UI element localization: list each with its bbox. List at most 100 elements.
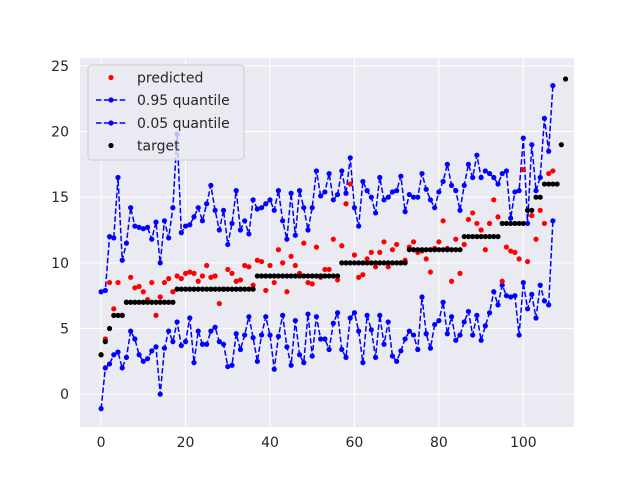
data-point-0-05-quantile bbox=[216, 339, 222, 345]
data-point-0-95-quantile bbox=[415, 194, 421, 200]
data-point-0-95-quantile bbox=[98, 289, 104, 295]
data-point-0-95-quantile bbox=[465, 161, 472, 167]
data-point-predicted bbox=[470, 210, 476, 216]
data-point-predicted bbox=[216, 300, 222, 307]
data-point-predicted bbox=[448, 278, 455, 284]
data-point-predicted bbox=[339, 243, 345, 249]
data-point-target bbox=[410, 247, 417, 253]
data-point-0-05-quantile bbox=[524, 306, 531, 312]
data-point-0-05-quantile bbox=[448, 314, 455, 320]
data-point-0-95-quantile bbox=[444, 161, 450, 167]
data-point-predicted bbox=[284, 289, 290, 295]
data-point-0-95-quantile bbox=[334, 191, 341, 198]
y-tick-label: 0 bbox=[60, 387, 69, 403]
data-point-predicted bbox=[389, 247, 396, 253]
data-point-0-95-quantile bbox=[288, 190, 294, 196]
data-point-0-95-quantile bbox=[216, 227, 222, 233]
data-point-target bbox=[356, 260, 362, 266]
data-point-target bbox=[292, 273, 298, 279]
data-point-predicted bbox=[111, 306, 117, 312]
data-point-0-05-quantile bbox=[372, 354, 379, 360]
data-point-target bbox=[98, 352, 104, 358]
data-point-0-05-quantile bbox=[432, 321, 438, 328]
data-point-target bbox=[423, 247, 429, 253]
data-point-0-95-quantile bbox=[212, 207, 218, 213]
data-point-predicted bbox=[372, 264, 379, 270]
data-point-0-05-quantile bbox=[529, 291, 535, 297]
data-point-predicted bbox=[258, 258, 265, 265]
data-point-0-05-quantile bbox=[537, 282, 543, 288]
data-point-0-05-quantile bbox=[128, 328, 134, 334]
data-point-predicted bbox=[351, 252, 358, 258]
data-point-0-05-quantile bbox=[533, 315, 539, 321]
data-point-target bbox=[398, 260, 404, 266]
data-point-target bbox=[157, 299, 163, 305]
x-tick-label: 20 bbox=[177, 435, 195, 451]
legend-box bbox=[87, 64, 245, 161]
y-tick-label: 25 bbox=[51, 59, 69, 75]
data-point-0-05-quantile bbox=[258, 332, 265, 338]
data-point-0-95-quantile bbox=[470, 174, 476, 181]
data-point-0-05-quantile bbox=[385, 319, 391, 325]
data-point-target bbox=[436, 247, 442, 253]
data-point-0-95-quantile bbox=[242, 218, 248, 224]
data-point-target bbox=[516, 220, 522, 227]
data-point-0-95-quantile bbox=[372, 210, 379, 216]
data-point-0-05-quantile bbox=[204, 341, 210, 347]
data-point-target bbox=[309, 273, 315, 279]
data-point-target bbox=[237, 286, 244, 292]
data-point-predicted bbox=[410, 239, 417, 245]
data-point-predicted bbox=[423, 256, 429, 262]
data-point-0-95-quantile bbox=[389, 189, 396, 195]
data-point-0-95-quantile bbox=[182, 223, 189, 229]
data-point-target bbox=[389, 260, 396, 266]
data-point-0-05-quantile bbox=[182, 339, 189, 345]
y-tick-labels: 0 5 10 15 20 25 bbox=[51, 59, 69, 403]
data-point-0-95-quantile bbox=[187, 222, 193, 228]
data-point-predicted bbox=[208, 274, 214, 280]
data-point-target bbox=[537, 194, 543, 200]
data-point-0-95-quantile bbox=[267, 197, 273, 203]
data-point-0-95-quantile bbox=[457, 207, 463, 213]
data-point-0-95-quantile bbox=[339, 168, 345, 174]
data-point-0-05-quantile bbox=[465, 308, 472, 315]
data-point-0-95-quantile bbox=[482, 168, 488, 174]
data-point-0-95-quantile bbox=[191, 214, 197, 220]
data-point-0-95-quantile bbox=[305, 227, 311, 233]
data-point-0-05-quantile bbox=[415, 346, 421, 353]
data-point-target bbox=[119, 312, 125, 318]
data-point-0-05-quantile bbox=[550, 218, 556, 224]
data-point-target bbox=[216, 286, 222, 292]
data-point-target bbox=[440, 247, 446, 253]
data-point-0-95-quantile bbox=[309, 205, 315, 211]
data-point-0-95-quantile bbox=[398, 173, 404, 179]
data-point-0-95-quantile bbox=[406, 191, 412, 198]
data-point-0-95-quantile bbox=[419, 170, 425, 177]
legend-predicted-label: predicted bbox=[137, 71, 203, 87]
data-point-0-05-quantile bbox=[351, 310, 358, 316]
data-point-predicted bbox=[199, 273, 206, 279]
data-point-target bbox=[554, 181, 560, 187]
data-point-predicted bbox=[347, 181, 353, 187]
data-point-0-05-quantile bbox=[482, 323, 488, 329]
data-point-target bbox=[453, 247, 459, 253]
data-point-predicted bbox=[237, 277, 244, 283]
data-point-target bbox=[533, 194, 539, 200]
data-point-predicted bbox=[529, 212, 535, 219]
data-point-target bbox=[512, 220, 518, 227]
data-point-target bbox=[178, 286, 184, 292]
data-point-target bbox=[229, 286, 235, 292]
data-point-0-95-quantile bbox=[448, 182, 455, 188]
data-point-target bbox=[195, 286, 201, 292]
data-point-target bbox=[288, 273, 294, 279]
data-point-predicted bbox=[161, 279, 168, 286]
data-point-0-05-quantile bbox=[161, 345, 168, 351]
data-point-predicted bbox=[115, 279, 121, 286]
data-point-0-95-quantile bbox=[356, 223, 362, 229]
data-point-0-05-quantile bbox=[381, 341, 387, 347]
data-point-target bbox=[461, 233, 467, 240]
data-point-predicted bbox=[499, 278, 505, 284]
data-point-predicted bbox=[326, 266, 332, 273]
data-point-target bbox=[144, 299, 151, 305]
data-point-target bbox=[394, 260, 400, 266]
